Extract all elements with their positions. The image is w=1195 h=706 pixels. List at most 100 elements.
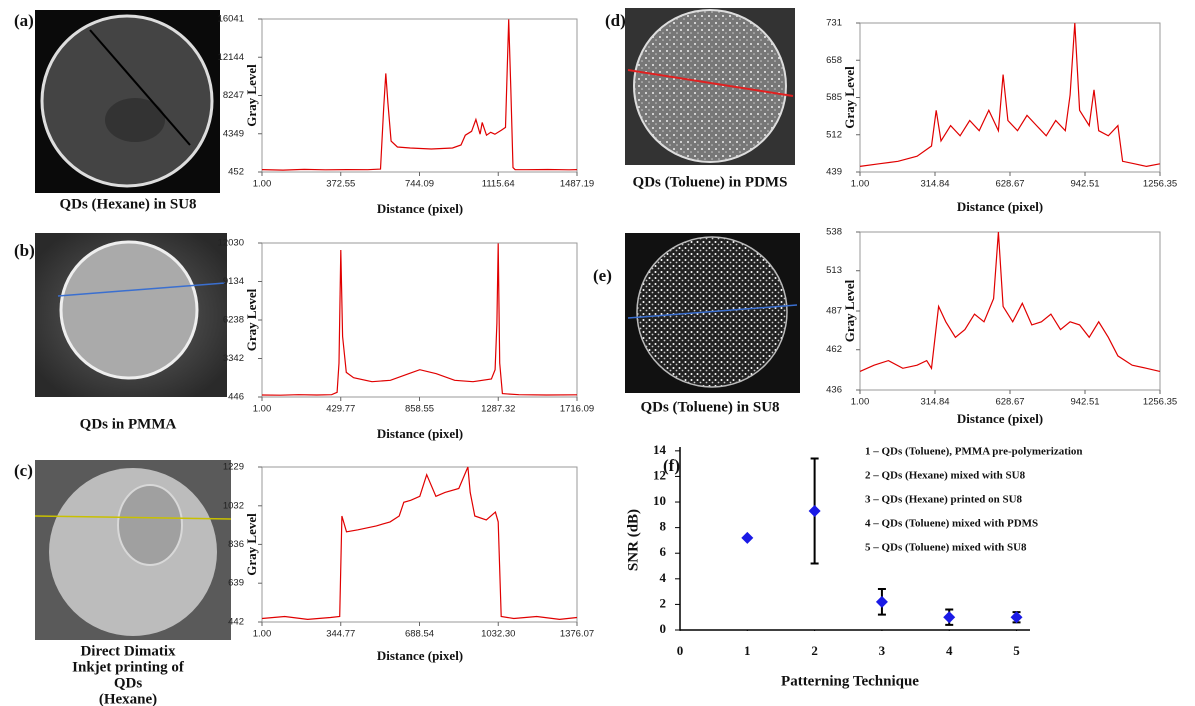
y-tick-label: 585	[826, 92, 842, 103]
image-caption: QDs	[114, 675, 143, 691]
x-tick-label: 1032.30	[481, 629, 515, 640]
y-tick-label: 12144	[218, 52, 244, 63]
y-tick-label: 14	[653, 442, 667, 457]
plot-frame	[261, 466, 578, 623]
profile-line	[261, 243, 578, 396]
x-tick-label: 372.55	[326, 179, 355, 190]
y-tick-label: 8	[660, 519, 667, 534]
x-tick-label: 4	[946, 643, 953, 658]
x-tick-label: 1115.64	[482, 179, 515, 190]
x-tick-label: 744.09	[405, 179, 434, 190]
image-caption: Direct Dimatix	[80, 643, 176, 659]
x-tick-label: 628.67	[995, 397, 1024, 408]
y-tick-label: 16041	[218, 14, 244, 25]
panel-label: (c)	[14, 461, 33, 480]
image-caption: (Hexane)	[99, 691, 157, 706]
y-tick-label: 439	[826, 167, 842, 178]
y-tick-label: 513	[826, 265, 842, 276]
panel-label: (a)	[14, 11, 34, 30]
y-tick-label: 12	[653, 467, 666, 482]
x-tick-label: 1487.19	[560, 179, 594, 190]
panel-label: (b)	[14, 241, 35, 260]
image-e	[625, 233, 800, 393]
x-tick-label: 1.00	[253, 404, 272, 415]
x-tick-label: 3	[879, 643, 886, 658]
plot-frame	[859, 231, 1161, 391]
image-caption: QDs (Hexane) in SU8	[59, 196, 196, 212]
y-tick-label: 2	[660, 595, 667, 610]
x-tick-label: 688.54	[405, 629, 434, 640]
data-point	[1010, 611, 1023, 624]
image-caption: QDs in PMMA	[80, 416, 177, 432]
x-tick-label: 429.77	[326, 404, 355, 415]
y-tick-label: 538	[826, 227, 842, 238]
y-tick-label: 639	[228, 578, 244, 589]
y-axis-label: Gray Level	[244, 64, 259, 127]
y-tick-label: 452	[228, 167, 244, 178]
x-tick-label: 314.84	[920, 397, 949, 408]
y-axis-label: Gray Level	[842, 279, 857, 342]
y-tick-label: 487	[826, 306, 842, 317]
legend-note: 3 – QDs (Hexane) printed on SU8	[865, 494, 1023, 506]
legend-note: 5 – QDs (Toluene) mixed with SU8	[865, 542, 1027, 554]
y-tick-label: 4349	[223, 128, 244, 139]
y-tick-label: 3342	[223, 353, 244, 364]
image-caption: Inkjet printing of	[72, 659, 185, 675]
x-tick-label: 1376.07	[560, 629, 594, 640]
x-tick-label: 344.77	[326, 629, 355, 640]
y-tick-label: 446	[228, 392, 244, 403]
y-tick-label: 442	[228, 617, 244, 628]
image-caption: QDs (Toluene) in SU8	[640, 399, 779, 415]
legend-note: 4 – QDs (Toluene) mixed with PDMS	[865, 518, 1038, 530]
y-axis-label: Gray Level	[244, 513, 259, 576]
y-tick-label: 658	[826, 55, 842, 66]
y-tick-label: 512	[826, 129, 842, 140]
y-tick-label: 462	[826, 344, 842, 355]
x-tick-label: 1.00	[851, 179, 870, 190]
x-tick-label: 1287.32	[481, 404, 515, 415]
x-axis-label: Patterning Technique	[781, 673, 919, 689]
x-tick-label: 1716.09	[560, 404, 594, 415]
x-axis-label: Distance (pixel)	[377, 201, 463, 216]
x-tick-label: 1.00	[253, 179, 272, 190]
x-tick-label: 2	[811, 643, 818, 658]
y-tick-label: 12030	[218, 238, 244, 249]
y-tick-label: 0	[660, 621, 667, 636]
data-point	[808, 504, 821, 517]
legend-note: 2 – QDs (Hexane) mixed with SU8	[865, 470, 1026, 482]
y-tick-label: 9134	[223, 276, 244, 287]
panel-label: (e)	[593, 266, 612, 285]
profile-line	[261, 466, 578, 621]
x-axis-label: Distance (pixel)	[377, 648, 463, 663]
image-a	[35, 10, 220, 193]
x-tick-label: 1	[744, 643, 751, 658]
x-tick-label: 1.00	[851, 397, 870, 408]
image-caption: QDs (Toluene) in PDMS	[633, 174, 788, 190]
y-tick-label: 6	[660, 544, 667, 559]
panel-label: (d)	[605, 11, 626, 30]
x-tick-label: 5	[1013, 643, 1020, 658]
y-tick-label: 4	[660, 570, 667, 585]
data-point	[943, 611, 956, 624]
plot-frame	[261, 242, 578, 398]
plot-frame	[261, 18, 578, 173]
image-b	[35, 233, 227, 397]
profile-line	[261, 19, 578, 171]
y-axis-label: Gray Level	[244, 288, 259, 351]
x-axis-label: Distance (pixel)	[957, 411, 1043, 426]
plot-frame	[859, 22, 1161, 173]
data-point	[741, 531, 754, 544]
x-tick-label: 1.00	[253, 629, 272, 640]
x-tick-label: 0	[677, 643, 684, 658]
profile-line	[859, 231, 1161, 372]
profile-line	[859, 22, 1161, 168]
y-tick-label: 1229	[223, 462, 244, 473]
x-tick-label: 858.55	[405, 404, 434, 415]
x-tick-label: 1256.35	[1143, 397, 1177, 408]
y-tick-label: 836	[228, 539, 244, 550]
x-tick-label: 1256.35	[1143, 179, 1177, 190]
y-tick-label: 6238	[223, 315, 244, 326]
y-tick-label: 436	[826, 385, 842, 396]
x-axis-label: Distance (pixel)	[957, 199, 1043, 214]
